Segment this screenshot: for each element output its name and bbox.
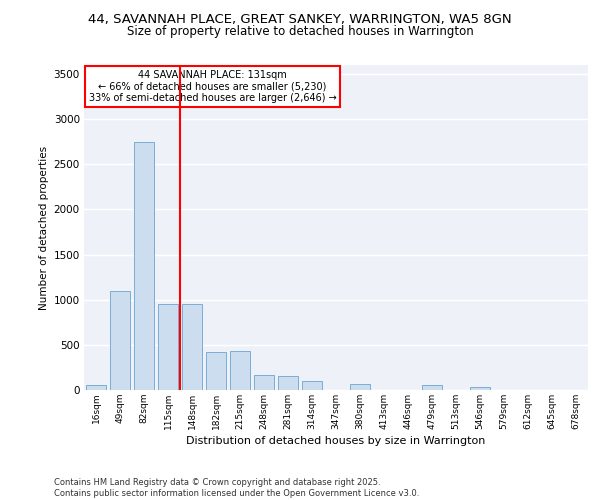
Bar bbox=[422, 385, 442, 390]
Bar bbox=[230, 351, 250, 390]
Text: 44, SAVANNAH PLACE, GREAT SANKEY, WARRINGTON, WA5 8GN: 44, SAVANNAH PLACE, GREAT SANKEY, WARRIN… bbox=[88, 12, 512, 26]
Bar bbox=[134, 142, 154, 390]
Bar bbox=[158, 304, 178, 390]
X-axis label: Distribution of detached houses by size in Warrington: Distribution of detached houses by size … bbox=[187, 436, 485, 446]
Text: Size of property relative to detached houses in Warrington: Size of property relative to detached ho… bbox=[127, 25, 473, 38]
Bar bbox=[86, 385, 106, 390]
Text: Contains HM Land Registry data © Crown copyright and database right 2025.
Contai: Contains HM Land Registry data © Crown c… bbox=[54, 478, 419, 498]
Y-axis label: Number of detached properties: Number of detached properties bbox=[40, 146, 49, 310]
Bar bbox=[206, 352, 226, 390]
Text: 44 SAVANNAH PLACE: 131sqm
← 66% of detached houses are smaller (5,230)
33% of se: 44 SAVANNAH PLACE: 131sqm ← 66% of detac… bbox=[89, 70, 337, 103]
Bar bbox=[182, 304, 202, 390]
Bar bbox=[350, 384, 370, 390]
Bar bbox=[110, 290, 130, 390]
Bar bbox=[254, 374, 274, 390]
Bar bbox=[302, 382, 322, 390]
Bar bbox=[470, 388, 490, 390]
Bar bbox=[278, 376, 298, 390]
